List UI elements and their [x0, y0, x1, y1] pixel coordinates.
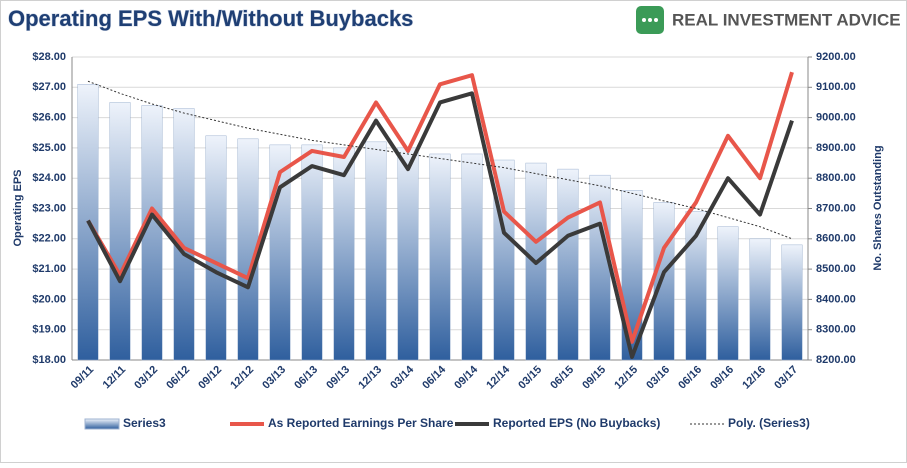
line — [86, 91, 794, 359]
bar — [365, 141, 387, 361]
logo-dot — [642, 18, 646, 22]
legend-swatch — [84, 418, 120, 430]
y2-tick-label: 8600.00 — [816, 233, 856, 245]
y-tick-label: $23.00 — [32, 202, 66, 214]
y2-tick-label: 8300.00 — [816, 324, 856, 336]
brand-logo: REAL INVESTMENT ADVICE — [636, 6, 901, 34]
bar — [685, 211, 707, 361]
y2-tick-label: 8900.00 — [816, 142, 856, 154]
bar — [717, 226, 739, 361]
bar — [109, 102, 131, 361]
trend-line — [87, 80, 793, 240]
y2-tick-label: 8400.00 — [816, 293, 856, 305]
y-tick-label: $28.00 — [32, 51, 66, 63]
y2-tick-label: 8700.00 — [816, 202, 856, 214]
logo-dot — [654, 18, 658, 22]
bar — [173, 108, 195, 361]
y2-tick-label: 9200.00 — [816, 51, 856, 63]
y2-tick-label: 9100.00 — [816, 81, 856, 93]
y-tick-label: $21.00 — [32, 263, 66, 275]
y-tick-label: $24.00 — [32, 172, 66, 184]
legend-item: As Reported Earnings Per Share — [230, 416, 454, 430]
y2-tick-label: 8500.00 — [816, 263, 856, 275]
bar — [429, 153, 451, 361]
legend-label: As Reported Earnings Per Share — [268, 416, 454, 430]
legend-label: Poly. (Series3) — [728, 416, 810, 430]
bar — [397, 147, 419, 361]
bar — [781, 244, 803, 361]
y-tick-label: $22.00 — [32, 233, 66, 245]
legend-label: Series3 — [123, 416, 166, 430]
y2-tick-label: 8200.00 — [816, 354, 856, 366]
legend-label: Reported EPS (No Buybacks) — [493, 416, 660, 430]
logo-dot — [648, 18, 652, 22]
legend-item: Series3 — [84, 416, 166, 430]
y-tick-label: $19.00 — [32, 324, 66, 336]
brand-text: REAL INVESTMENT ADVICE — [672, 10, 901, 29]
legend-item: Reported EPS (No Buybacks) — [455, 416, 660, 430]
bar — [493, 159, 515, 361]
y-tick-label: $25.00 — [32, 142, 66, 154]
bar — [461, 153, 483, 361]
legend-item: Poly. (Series3) — [690, 416, 810, 430]
y-tick-label: $27.00 — [32, 81, 66, 93]
y2-axis-title: No. Shares Outstanding — [872, 145, 884, 270]
bar — [333, 147, 355, 361]
y-tick-label: $20.00 — [32, 293, 66, 305]
y-tick-label: $26.00 — [32, 112, 66, 124]
bar — [653, 202, 675, 361]
bar — [749, 238, 771, 361]
bar — [205, 135, 227, 361]
line — [86, 71, 794, 344]
y-axis-title: Operating EPS — [12, 169, 24, 246]
bar — [301, 144, 323, 361]
y2-tick-label: 8800.00 — [816, 172, 856, 184]
y2-tick-label: 9000.00 — [816, 112, 856, 124]
y-tick-label: $18.00 — [32, 354, 66, 366]
chart-title: Operating EPS With/Without Buybacks — [8, 6, 413, 31]
bar — [557, 168, 579, 361]
